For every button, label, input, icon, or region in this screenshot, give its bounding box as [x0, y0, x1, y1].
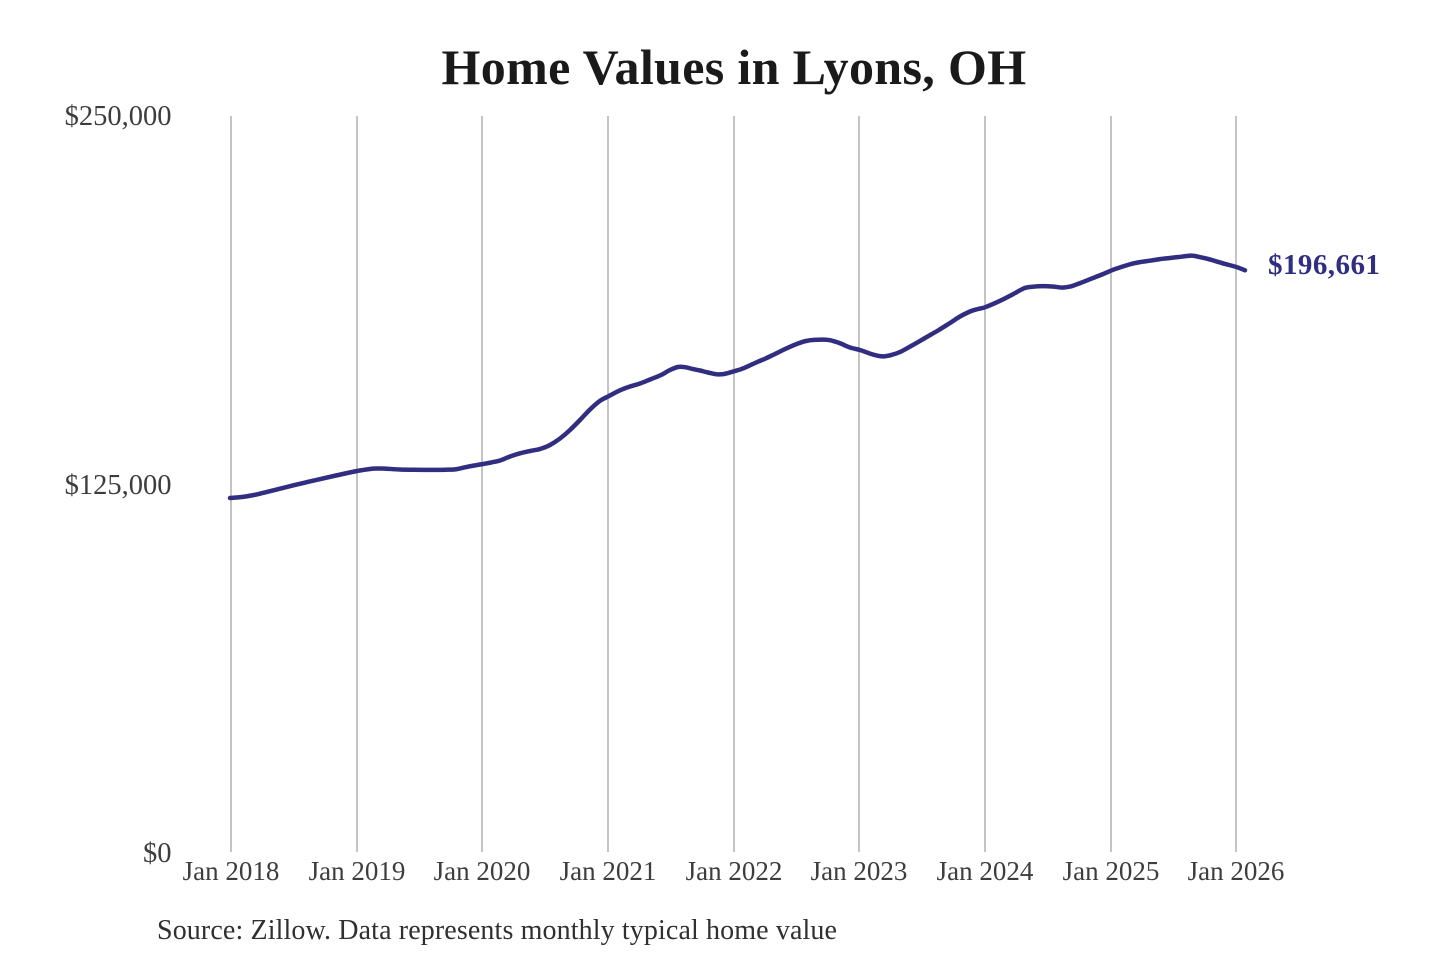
svg-text:Jan 2023: Jan 2023 [811, 856, 908, 886]
svg-text:$196,661: $196,661 [1268, 249, 1380, 281]
svg-text:Jan 2019: Jan 2019 [309, 856, 406, 886]
svg-text:Jan 2021: Jan 2021 [560, 856, 657, 886]
svg-text:Source: Zillow. Data represent: Source: Zillow. Data represents monthly … [157, 915, 837, 946]
svg-text:Home Values in Lyons, OH: Home Values in Lyons, OH [442, 39, 1027, 95]
svg-text:Jan 2018: Jan 2018 [183, 856, 280, 886]
svg-text:$250,000: $250,000 [65, 101, 172, 132]
svg-text:Jan 2022: Jan 2022 [686, 856, 783, 886]
svg-text:Jan 2026: Jan 2026 [1188, 856, 1285, 886]
svg-text:$0: $0 [143, 838, 172, 869]
svg-text:Jan 2024: Jan 2024 [937, 856, 1034, 886]
svg-text:$125,000: $125,000 [65, 470, 172, 501]
svg-text:Jan 2025: Jan 2025 [1063, 856, 1160, 886]
svg-text:Jan 2020: Jan 2020 [434, 856, 531, 886]
